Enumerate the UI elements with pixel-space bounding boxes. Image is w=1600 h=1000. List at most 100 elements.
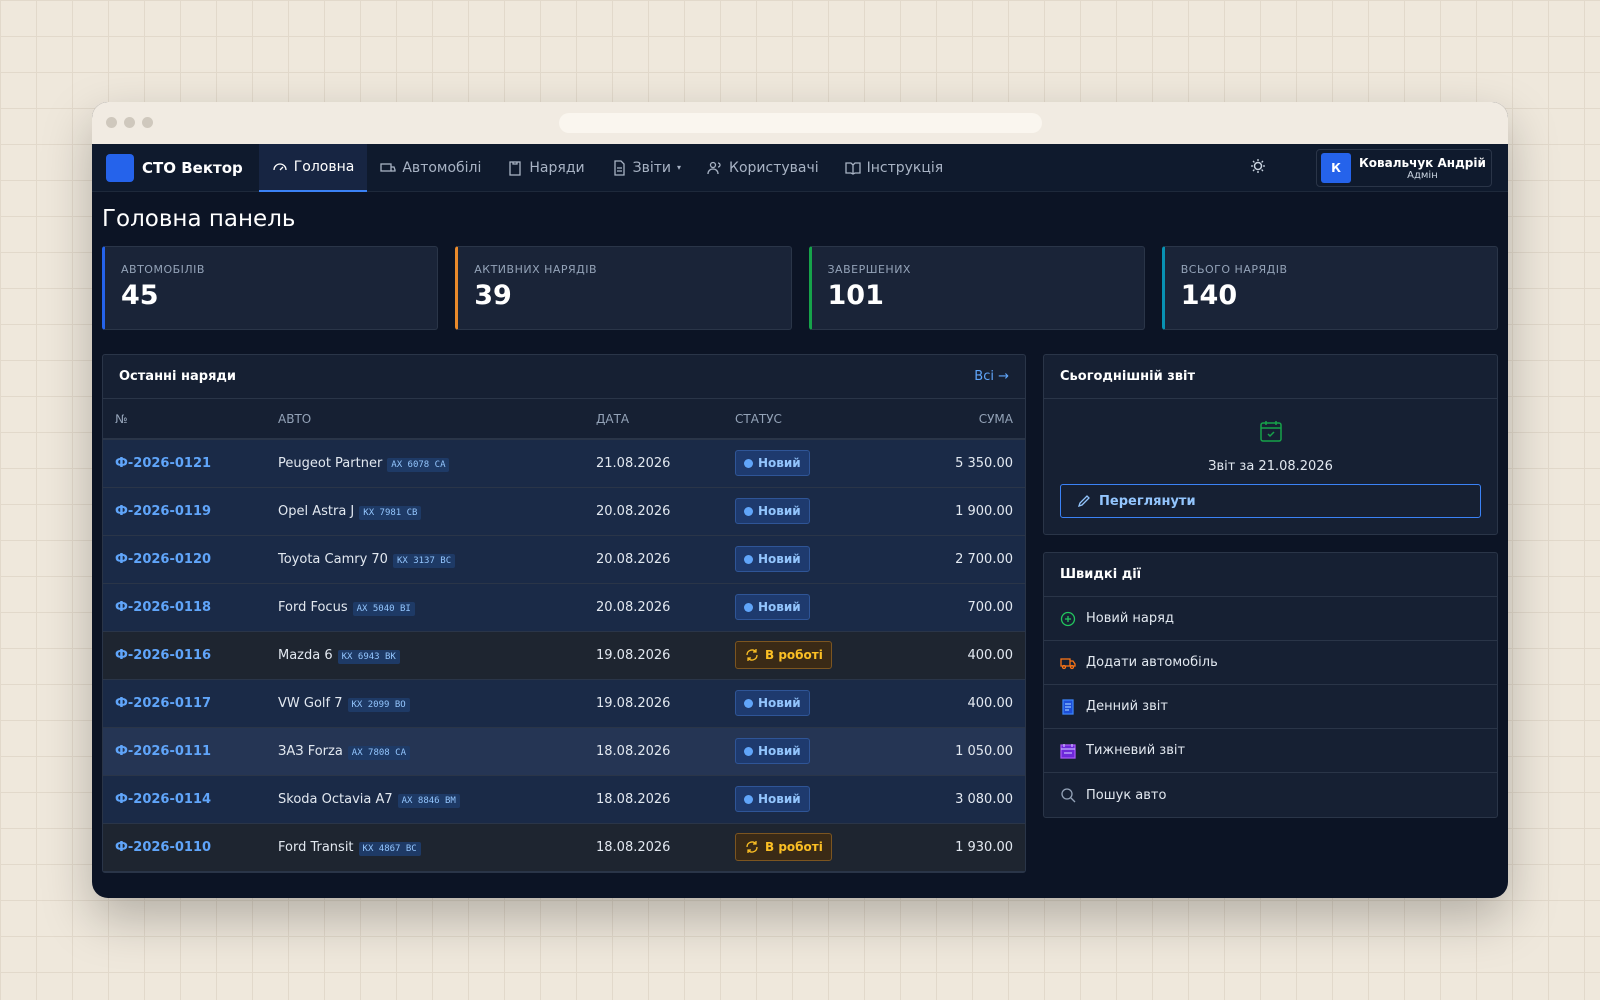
car-model: Opel Astra J [278,503,355,519]
panel-title: Сьогоднішній звіт [1060,369,1196,384]
status-label: Новий [758,744,801,758]
all-link[interactable]: Всі → [974,369,1009,384]
stat-card: ВСЬОГО НАРЯДІВ 140 [1161,246,1498,330]
navbar: СТО Вектор Головна Автомобілі Наряди Звіти ▾… [92,143,1508,192]
stat-card: ЗАВЕРШЕНИХ 101 [808,246,1145,330]
order-number[interactable]: Ф-2026-0116 [103,631,266,680]
status-dot [744,506,753,516]
date: 20.08.2026 [584,583,723,632]
report-text: Звіт за 21.08.2026 [1208,459,1333,474]
sum: 2 700.00 [903,535,1025,584]
button-label: Переглянути [1099,493,1196,509]
order-number[interactable]: Ф-2026-0118 [103,583,266,632]
nav-item[interactable]: Головна [258,143,368,192]
order-number[interactable]: Ф-2026-0119 [103,487,266,536]
user-role: Адмін [1407,169,1438,181]
window-dot [124,117,135,128]
car-cell: Ford Transit KX 4867 BC [266,823,584,872]
theme-toggle[interactable] [1250,158,1266,174]
order-number[interactable]: Ф-2026-0117 [103,679,266,728]
quick-action[interactable]: Пошук авто [1044,773,1497,817]
car-model: Toyota Camry 70 [278,551,388,567]
order-row[interactable]: Ф-2026-0120 Toyota Camry 70 KX 3137 BC 20.0… [103,535,1025,584]
nav-label: Головна [293,158,355,175]
date: 20.08.2026 [584,487,723,536]
table-header: № АВТО ДАТА СТАТУС СУМА [103,399,1025,440]
order-number[interactable]: Ф-2026-0110 [103,823,266,872]
sum: 5 350.00 [903,439,1025,488]
nav-label: Звіти [632,159,671,176]
pencil-icon [1077,495,1090,508]
order-row[interactable]: Ф-2026-0118 Ford Focus AX 5040 BI 20.08.202… [103,583,1025,632]
user-menu[interactable]: К Ковальчук Андрій Адмін [1316,149,1492,187]
column-header: СУМА [903,399,1025,440]
order-number[interactable]: Ф-2026-0120 [103,535,266,584]
plate: KX 7981 CB [359,505,422,520]
nav-item[interactable]: Інструкція [832,144,957,192]
order-number[interactable]: Ф-2026-0121 [103,439,266,488]
quick-action[interactable]: Додати автомобіль [1044,641,1497,685]
car-cell: Skoda Octavia A7 AX 8846 BM [266,775,584,824]
nav-item[interactable]: Користувачі [694,144,832,192]
icon [380,160,397,176]
sidebar: Сьогоднішній звіт Звіт за 21.08.2026 Пер… [1043,354,1498,873]
icon [844,160,861,176]
status-cell: В роботі [723,823,904,872]
stats: АВТОМОБІЛІВ 45 АКТИВНИХ НАРЯДІВ 39 ЗАВЕРШЕНИ… [102,246,1498,330]
plate: KX 2099 BO [347,697,410,712]
status-dot [744,698,753,708]
caret: ▾ [676,163,681,172]
sum: 1 050.00 [903,727,1025,776]
address-bar[interactable] [559,113,1042,133]
icon [1060,698,1076,715]
quick-action[interactable]: Тижневий звіт [1044,729,1497,773]
column-header: СТАТУС [723,399,904,440]
car-cell: Ford Focus AX 5040 BI [266,583,584,632]
sum: 400.00 [903,631,1025,680]
icon [1060,655,1076,671]
order-number[interactable]: Ф-2026-0114 [103,775,266,824]
order-row[interactable]: Ф-2026-0117 VW Golf 7 KX 2099 BO 19.08.2026… [103,679,1025,728]
nav-item[interactable]: Наряди [494,144,597,192]
date: 20.08.2026 [584,535,723,584]
order-row[interactable]: Ф-2026-0119 Opel Astra J KX 7981 CB 20.08.2… [103,487,1025,536]
view-button[interactable]: Переглянути [1060,484,1481,518]
order-row[interactable]: Ф-2026-0110 Ford Transit KX 4867 BC 18.08.2… [103,823,1025,872]
column-header: № [103,399,266,440]
date: 18.08.2026 [584,727,723,776]
status-label: Новий [758,552,801,566]
status-badge: Новий [735,738,810,764]
order-row[interactable]: Ф-2026-0116 Mazda 6 KX 6943 BK 19.08.2026 В … [103,631,1025,680]
status-label: Новий [758,696,801,710]
page-title: Головна панель [102,206,296,232]
sum: 700.00 [903,583,1025,632]
action-label: Новий наряд [1086,611,1174,626]
column-header: АВТО [266,399,584,440]
order-row[interactable]: Ф-2026-0121 Peugeot Partner AX 6078 CA 21.0… [103,439,1025,488]
car-cell: VW Golf 7 KX 2099 BO [266,679,584,728]
status-badge: В роботі [735,833,832,861]
quick-action[interactable]: Новий наряд [1044,597,1497,641]
panel-title: Останні наряди [119,369,237,384]
recent-orders: Останні наряди Всі → № АВТО ДАТА СТАТУС СУМА Ф… [102,354,1026,873]
nav-item[interactable]: Автомобілі [367,144,494,192]
order-number[interactable]: Ф-2026-0111 [103,727,266,776]
logo [106,153,134,182]
date: 19.08.2026 [584,631,723,680]
status-label: В роботі [765,648,823,662]
order-row[interactable]: Ф-2026-0114 Skoda Octavia A7 AX 8846 BM 18.… [103,775,1025,824]
icon [1060,743,1076,759]
status-label: Новий [758,456,801,471]
car-cell: Mazda 6 KX 6943 BK [266,631,584,680]
status-cell: Новий [723,679,904,728]
brand[interactable]: СТО Вектор [106,153,243,182]
status-dot [744,458,753,468]
window-dot [142,117,153,128]
quick-action[interactable]: Денний звіт [1044,685,1497,729]
plate: AX 8846 BM [397,793,460,808]
status-cell: Новий [723,439,904,488]
nav-item[interactable]: Звіти ▾ [598,144,694,192]
stat-value: 101 [827,280,884,311]
order-row[interactable]: Ф-2026-0111 ЗАЗ Forza AX 7808 CA 18.08.2026… [103,727,1025,776]
icon [507,160,523,176]
